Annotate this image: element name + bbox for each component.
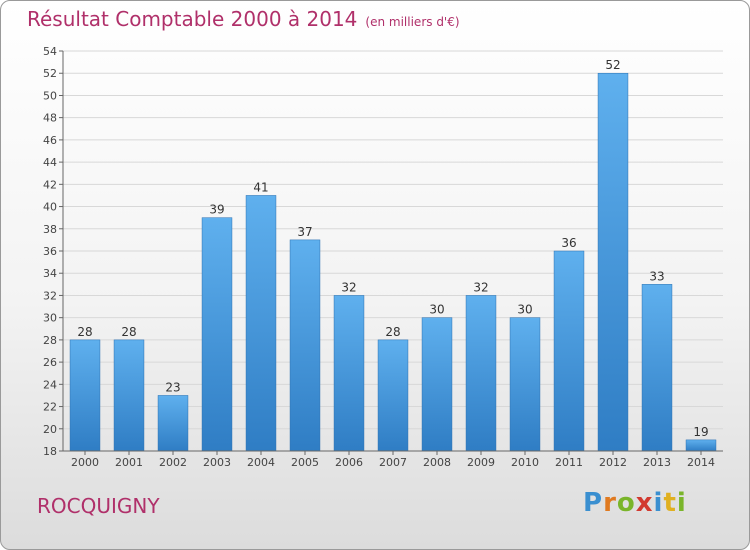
bar-2007 (377, 339, 409, 452)
y-tick-label: 26 (43, 356, 57, 369)
bar-2013 (641, 284, 673, 452)
logo-letter: r (603, 488, 617, 518)
bar-2005 (289, 239, 321, 452)
value-label-2012: 52 (605, 58, 620, 72)
y-tick-label: 36 (43, 245, 57, 258)
x-tick-label-2012: 2012 (599, 456, 627, 469)
x-tick-label-2006: 2006 (335, 456, 363, 469)
x-tick-label-2011: 2011 (555, 456, 583, 469)
logo-letter: o (616, 488, 636, 518)
value-label-2003: 39 (209, 203, 224, 217)
logo-letter: x (635, 488, 654, 518)
chart-title-text: Résultat Comptable 2000 à 2014 (27, 7, 358, 31)
logo-letter: t (663, 488, 677, 518)
y-tick-label: 52 (43, 67, 57, 80)
bar-2010 (509, 317, 541, 452)
value-label-2006: 32 (341, 280, 356, 294)
value-label-2007: 28 (385, 325, 400, 339)
bar-2014 (685, 439, 717, 452)
x-tick-label-2008: 2008 (423, 456, 451, 469)
y-tick-label: 24 (43, 378, 57, 391)
value-label-2009: 32 (473, 280, 488, 294)
x-tick-label-2003: 2003 (203, 456, 231, 469)
y-tick-label: 20 (43, 423, 57, 436)
value-label-2013: 33 (649, 269, 664, 283)
chart-subtitle: (en milliers d'€) (365, 15, 460, 29)
bar-2009 (465, 295, 497, 452)
commune-name: ROCQUIGNY (37, 494, 160, 518)
logo-letter: P (583, 488, 604, 518)
logo-letter: i (653, 488, 664, 518)
bar-2003 (201, 217, 233, 452)
bar-2001 (113, 339, 145, 452)
x-tick-label-2014: 2014 (687, 456, 715, 469)
y-tick-label: 44 (43, 156, 57, 169)
y-tick-label: 32 (43, 289, 57, 302)
value-label-2004: 41 (253, 180, 268, 194)
bar-2002 (157, 395, 189, 452)
bar-2012 (597, 72, 629, 452)
y-tick-label: 48 (43, 112, 57, 125)
y-tick-label: 46 (43, 134, 57, 147)
bar-2006 (333, 295, 365, 452)
value-label-2001: 28 (121, 325, 136, 339)
x-tick-label-2010: 2010 (511, 456, 539, 469)
bar-2000 (69, 339, 101, 452)
chart-title: Résultat Comptable 2000 à 2014 (en millie… (27, 7, 460, 31)
value-label-2010: 30 (517, 303, 532, 317)
value-label-2011: 36 (561, 236, 576, 250)
proxiti-logo: Proxiti (583, 488, 687, 518)
bar-2008 (421, 317, 453, 452)
logo-letter: i (676, 488, 687, 518)
y-tick-label: 42 (43, 178, 57, 191)
value-label-2000: 28 (77, 325, 92, 339)
value-label-2008: 30 (429, 303, 444, 317)
x-tick-label-2005: 2005 (291, 456, 319, 469)
y-tick-label: 22 (43, 401, 57, 414)
value-label-2005: 37 (297, 225, 312, 239)
y-tick-label: 50 (43, 89, 57, 102)
bar-2011 (553, 250, 585, 452)
value-label-2014: 19 (693, 425, 708, 439)
x-tick-label-2002: 2002 (159, 456, 187, 469)
x-tick-label-2004: 2004 (247, 456, 275, 469)
x-tick-label-2001: 2001 (115, 456, 143, 469)
y-tick-label: 38 (43, 223, 57, 236)
bar-2004 (245, 195, 277, 452)
y-tick-label: 54 (43, 45, 57, 58)
y-tick-label: 40 (43, 201, 57, 214)
y-tick-label: 18 (43, 445, 57, 458)
x-tick-label-2009: 2009 (467, 456, 495, 469)
x-tick-label-2007: 2007 (379, 456, 407, 469)
x-tick-label-2013: 2013 (643, 456, 671, 469)
y-tick-label: 30 (43, 312, 57, 325)
y-tick-label: 34 (43, 267, 57, 280)
y-tick-label: 28 (43, 334, 57, 347)
x-tick-label-2000: 2000 (71, 456, 99, 469)
value-label-2002: 23 (165, 380, 180, 394)
